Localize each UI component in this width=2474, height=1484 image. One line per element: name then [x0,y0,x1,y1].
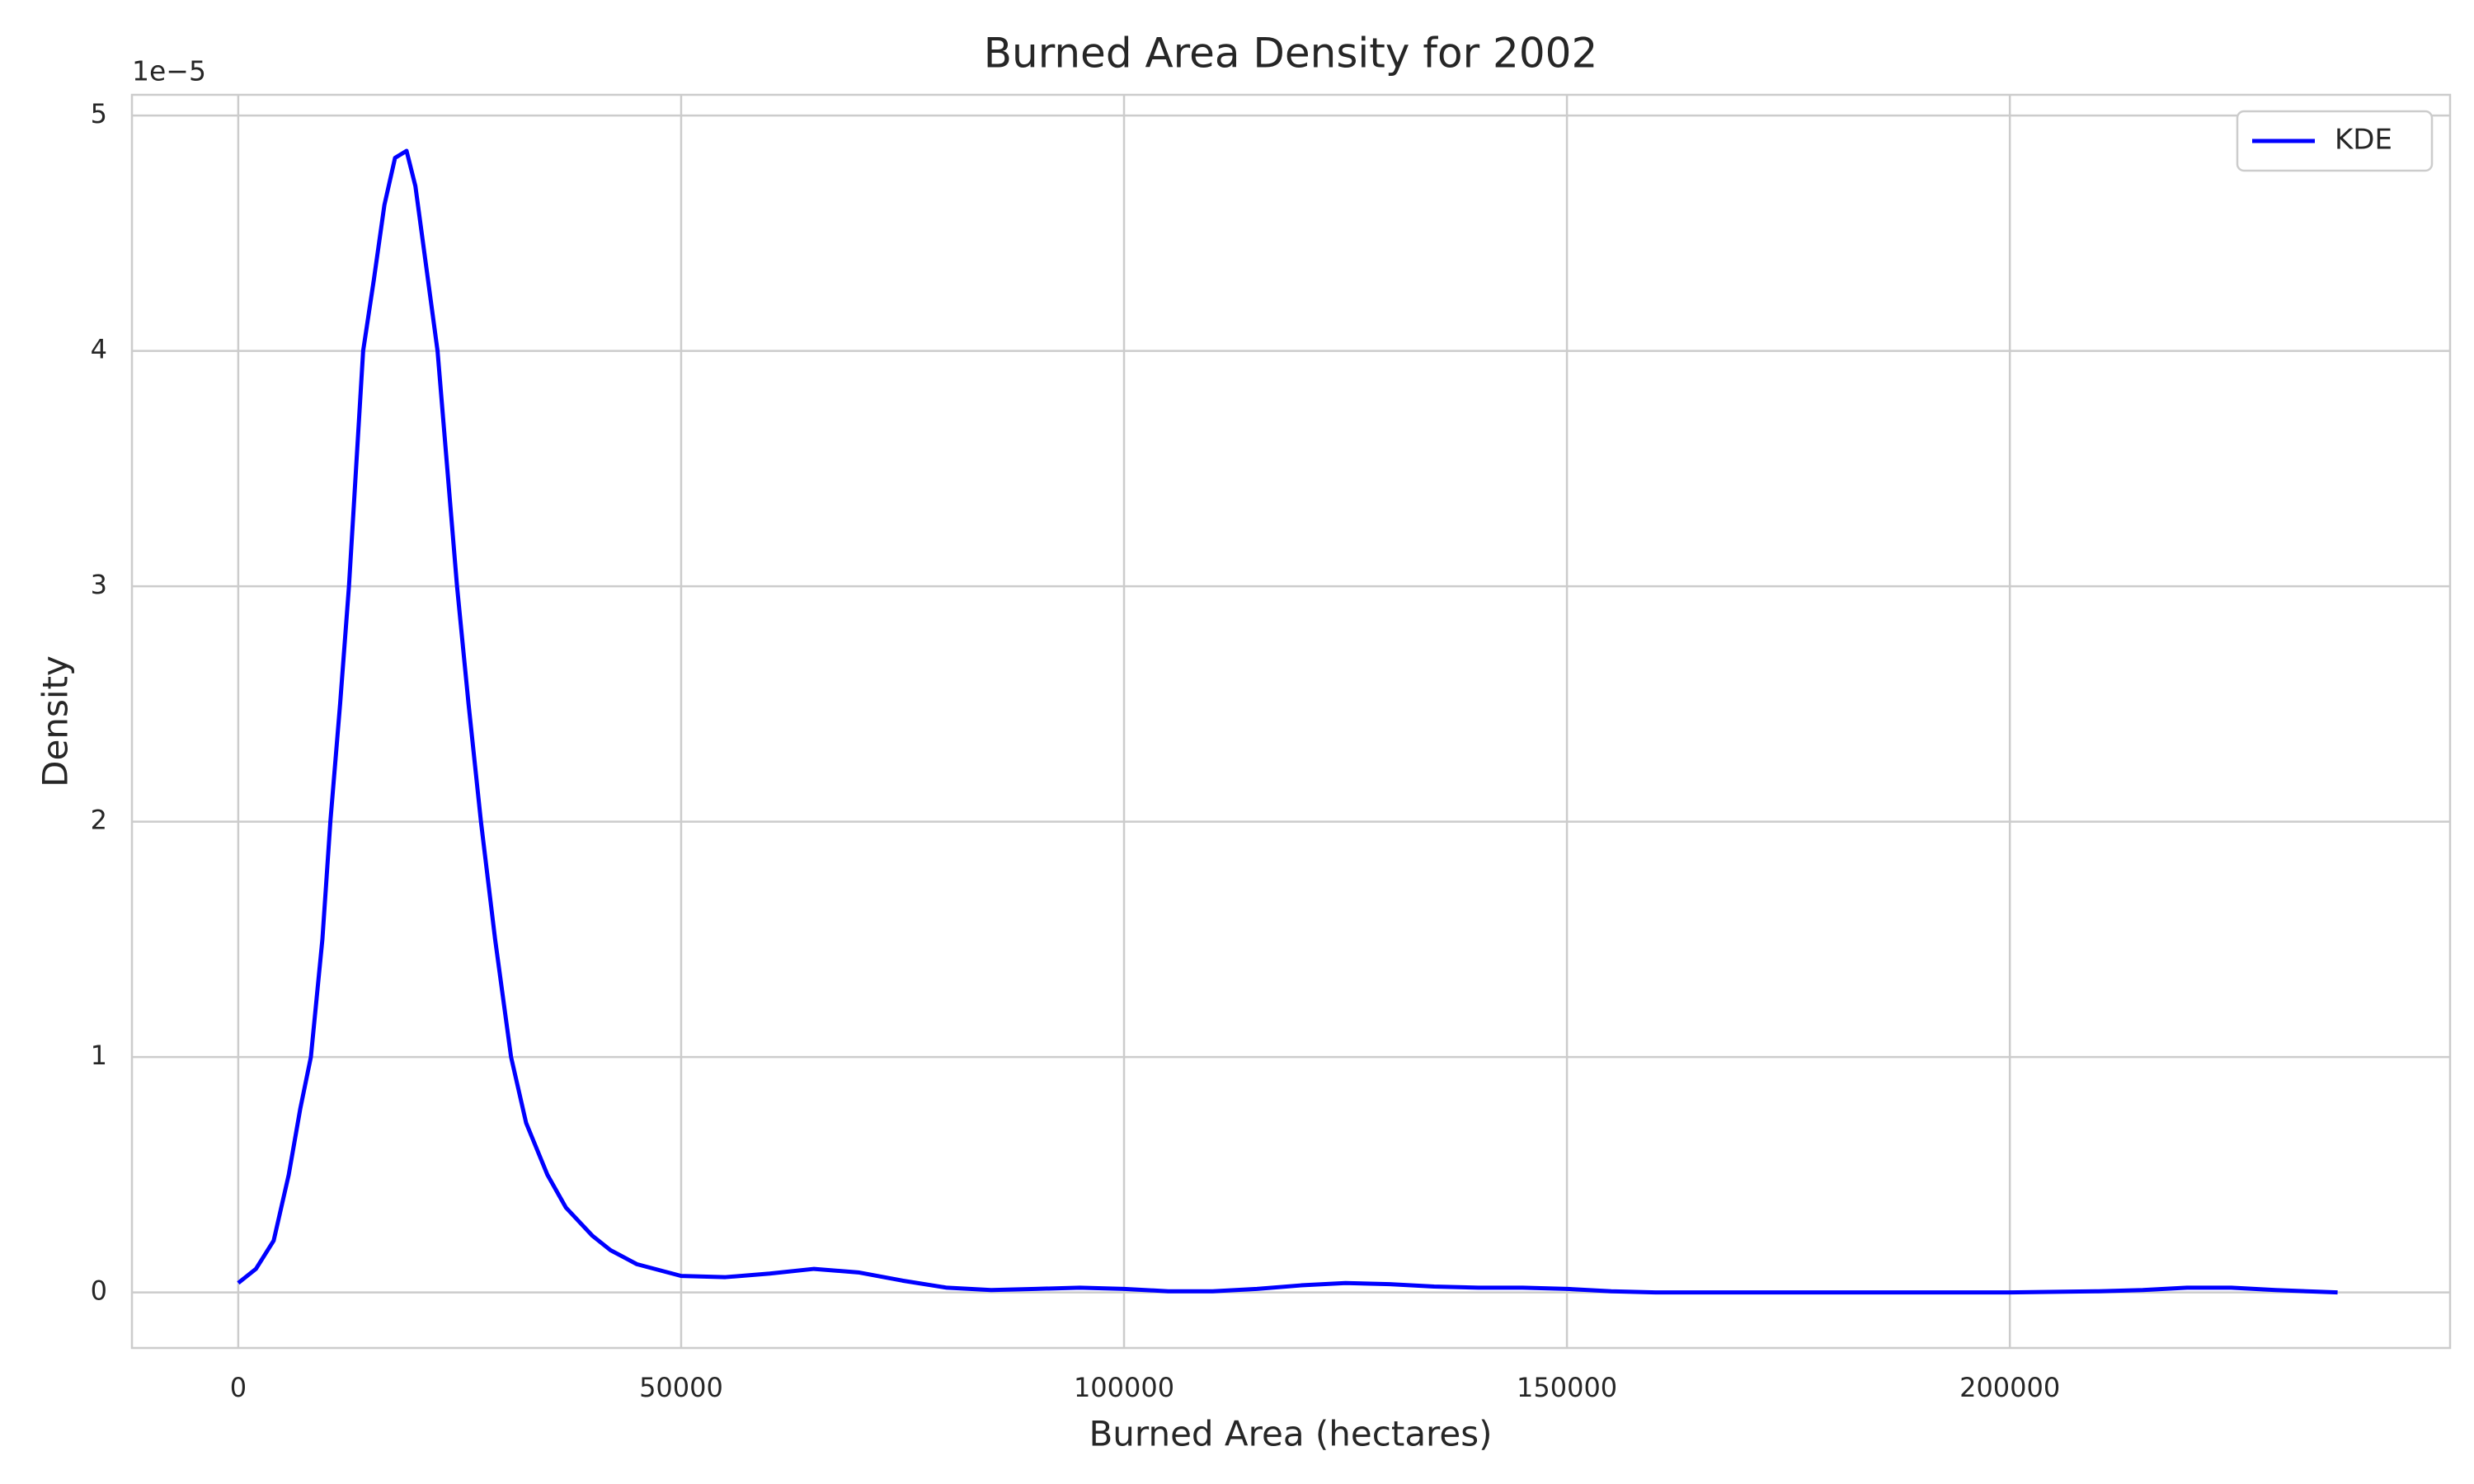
x-tick-label: 200000 [1959,1372,2060,1403]
x-tick-label: 50000 [639,1372,723,1403]
x-tick-label: 150000 [1517,1372,1617,1403]
kde-line [237,148,2338,1295]
y-axis-label: Density [35,655,76,787]
y-tick-label: 2 [91,805,107,836]
y-tick-label: 0 [91,1275,107,1307]
chart-title: Burned Area Density for 2002 [984,30,1598,77]
legend-box [2236,110,2434,172]
x-tick-label: 100000 [1074,1372,1174,1403]
y-tick-label: 1 [91,1040,107,1071]
y-tick-label: 5 [91,98,107,129]
y-offset-label: 1e−5 [132,55,206,87]
y-tick-label: 3 [91,569,107,600]
plot-frame [130,93,2452,1350]
legend-label: KDE [2335,124,2392,157]
x-tick-label: 0 [230,1372,247,1403]
x-axis-label: Burned Area (hectares) [1089,1414,1492,1454]
y-tick-label: 4 [91,334,107,365]
legend: KDE [2236,110,2434,172]
